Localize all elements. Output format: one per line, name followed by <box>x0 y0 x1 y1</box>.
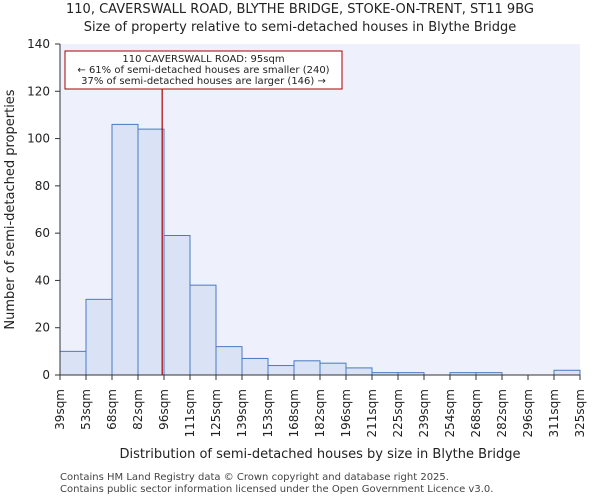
y-tick-label: 100 <box>27 132 50 146</box>
x-tick-label: 225sqm <box>391 389 405 437</box>
annotation-box: 110 CAVERSWALL ROAD: 95sqm ← 61% of semi… <box>64 50 343 90</box>
annotation-line-1: 110 CAVERSWALL ROAD: 95sqm <box>122 54 284 65</box>
bars-group <box>59 123 581 376</box>
y-tick-label: 0 <box>42 368 50 382</box>
bar-68sqm <box>111 123 139 376</box>
annotation-border <box>64 50 343 90</box>
x-tick-label: 96sqm <box>157 389 171 430</box>
y-tick-label: 20 <box>35 321 50 335</box>
x-tick-label: 53sqm <box>79 389 93 430</box>
bar-196sqm <box>345 367 373 376</box>
x-tick-label: 182sqm <box>313 389 327 437</box>
y-axis-ticks: 0 20 40 60 80 100 120 140 <box>27 37 60 382</box>
x-tick-label: 325sqm <box>573 389 587 437</box>
chart-subtitle: Size of property relative to semi-detach… <box>84 20 517 35</box>
bar-125sqm <box>215 346 243 376</box>
footer-copyright: Contains HM Land Registry data © Crown c… <box>60 472 449 483</box>
bar-111sqm <box>189 284 217 376</box>
x-tick-label: 168sqm <box>287 389 301 437</box>
y-tick-label: 40 <box>35 273 50 287</box>
x-tick-label: 254sqm <box>443 389 457 437</box>
chart-title: 110, CAVERSWALL ROAD, BLYTHE BRIDGE, STO… <box>66 2 534 17</box>
x-tick-label: 311sqm <box>547 389 561 437</box>
x-tick-label: 296sqm <box>521 389 535 437</box>
x-tick-label: 239sqm <box>417 389 431 437</box>
annotation-line-3: 37% of semi-detached houses are larger (… <box>81 76 326 87</box>
x-tick-label: 153sqm <box>261 389 275 437</box>
x-tick-label: 139sqm <box>235 389 249 437</box>
x-tick-label: 125sqm <box>209 389 223 437</box>
x-tick-label: 82sqm <box>131 389 145 430</box>
bar-39sqm <box>59 350 87 376</box>
annotation-line-2: ← 61% of semi-detached houses are smalle… <box>77 65 329 76</box>
bar-182sqm <box>319 362 347 376</box>
y-tick-label: 140 <box>27 37 50 51</box>
x-tick-label: 211sqm <box>365 389 379 437</box>
x-axis-label: Distribution of semi-detached houses by … <box>119 447 520 462</box>
footer-licence: Contains public sector information licen… <box>60 484 494 495</box>
bar-139sqm <box>241 357 269 376</box>
bar-311sqm <box>553 369 581 376</box>
x-tick-label: 111sqm <box>183 389 197 437</box>
y-tick-label: 120 <box>27 84 50 98</box>
x-tick-label: 39sqm <box>53 389 67 430</box>
x-tick-label: 282sqm <box>495 389 509 437</box>
x-tick-label: 268sqm <box>469 389 483 437</box>
x-tick-label: 68sqm <box>105 389 119 430</box>
y-tick-label: 80 <box>35 179 50 193</box>
x-tick-label: 196sqm <box>339 389 353 437</box>
bar-53sqm <box>85 298 113 376</box>
x-axis-ticks: 39sqm 53sqm 68sqm 82sqm 96sqm 111sqm 125sqm 139… <box>53 375 587 437</box>
bar-168sqm <box>293 360 321 376</box>
bar-153sqm <box>267 365 295 376</box>
bar-96sqm <box>163 235 191 376</box>
y-tick-label: 60 <box>35 226 50 240</box>
bar-82sqm <box>137 128 165 376</box>
y-axis-label: Number of semi-detached properties <box>3 89 18 329</box>
